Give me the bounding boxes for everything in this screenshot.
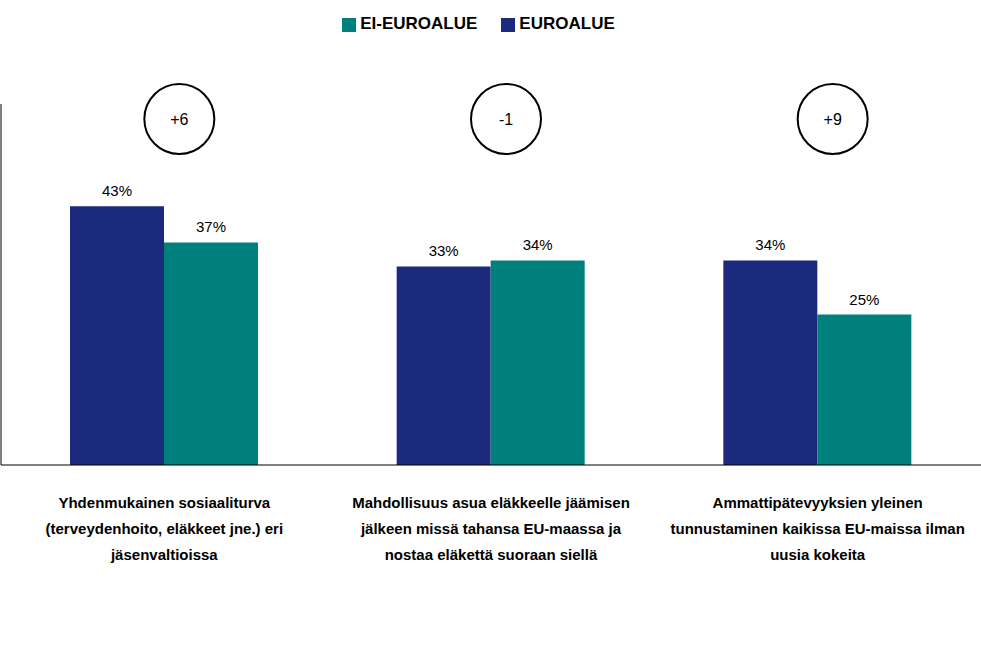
- html-text:EUROALUE: EUROALUE: [519, 14, 615, 33]
- svg-text:25%: 25%: [849, 291, 879, 308]
- html-text:EI-EUROALUE: EI-EUROALUE: [360, 14, 478, 33]
- html-text:Yhdenmukainen sosiaaliturva (t: Yhdenmukainen sosiaaliturva (terveydenho…: [45, 494, 284, 563]
- svg-text:+9: +9: [824, 111, 842, 128]
- svg-text:34%: 34%: [523, 236, 553, 253]
- svg-text:+6: +6: [170, 111, 188, 128]
- svg-text:43%: 43%: [102, 182, 132, 199]
- svg-text:-1: -1: [499, 111, 513, 128]
- html-text:Ammattipätevyyksien yleinen tu: Ammattipätevyyksien yleinen tunnustamine…: [670, 494, 965, 563]
- svg-text:37%: 37%: [196, 218, 226, 235]
- svg-text:33%: 33%: [429, 242, 459, 259]
- svg-text:34%: 34%: [755, 236, 785, 253]
- html-text:Mahdollisuus asua eläkkeelle j: Mahdollisuus asua eläkkeelle jäämisen jä…: [352, 494, 630, 563]
